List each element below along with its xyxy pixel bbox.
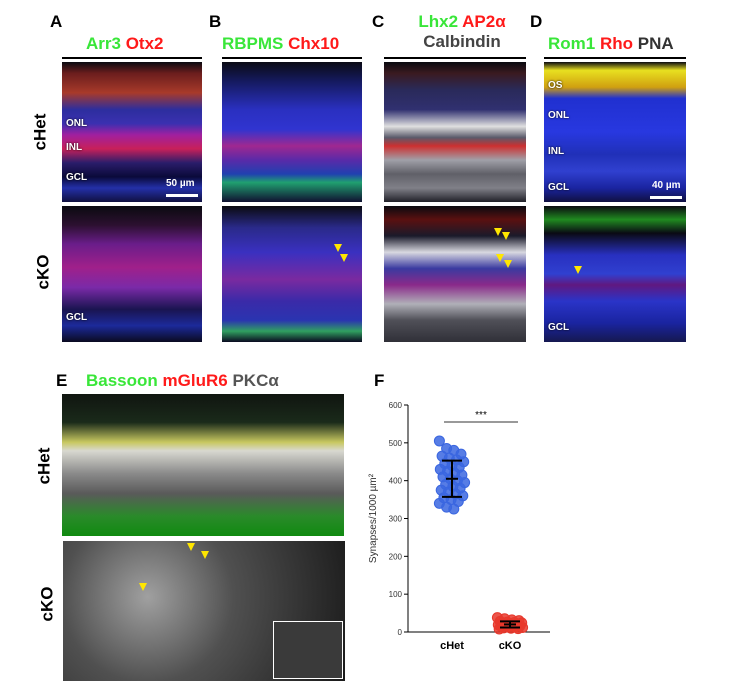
scale-bar-a (166, 194, 198, 197)
micrograph-a-chet: ONL INL GCL 50 µm (62, 62, 202, 202)
synapse-chart: 0 100 200 300 400 500 600 Synapses/1000 µm² cHet… (368, 401, 550, 652)
micrograph-c-cko (384, 206, 526, 342)
panel-a-title: Arr3 Otx2 (86, 34, 164, 54)
marker-otx2: Otx2 (125, 34, 164, 53)
marker-ap2a: AP2α (462, 12, 506, 31)
arrowhead-d-1 (574, 266, 582, 274)
arrowhead-b-2 (340, 254, 348, 262)
row-label-chet: cHet (30, 113, 50, 151)
panel-letter-a: A (50, 12, 63, 31)
panel-letter-b: B (209, 12, 222, 31)
marker-rbpms: RBPMS (222, 34, 284, 53)
data-point-cKO (493, 623, 505, 635)
render-e-cko (62, 540, 346, 682)
marker-mglur6: mGluR6 (162, 371, 228, 390)
row-label-cko: cKO (33, 254, 53, 290)
panel-c-title: Lhx2 AP2α Calbindin (392, 12, 532, 52)
marker-chx10: Chx10 (288, 34, 340, 53)
arrowhead-e-3 (139, 583, 147, 591)
x-tick-label: cHet (440, 640, 464, 652)
marker-calbindin: Calbindin (423, 32, 501, 51)
micrograph-d-chet: OS ONL INL GCL 40 µm (544, 62, 686, 202)
y-tick-label: 100 (389, 590, 403, 599)
row-label-chet-e: cHet (34, 447, 54, 485)
panel-a-rule (62, 57, 202, 59)
data-point-cHet (433, 435, 445, 447)
y-tick-label: 600 (389, 401, 403, 410)
layer-label-gcl-d: GCL (548, 182, 570, 193)
marker-pkca: PKCα (232, 371, 279, 390)
micrograph-c-chet (384, 62, 526, 202)
panel-b-rule (222, 57, 362, 59)
layer-label-inl-d: INL (548, 146, 565, 157)
data-point-cHet (448, 503, 460, 515)
significance-label: *** (475, 410, 487, 421)
panel-d-title: Rom1 Rho PNA (548, 34, 674, 54)
layer-label-gcl-d-ko: GCL (548, 322, 570, 333)
arrowhead-c-4 (504, 260, 512, 268)
panel-d-rule (544, 57, 686, 59)
layer-label-inl-a: INL (66, 142, 83, 153)
y-tick-label: 500 (389, 439, 403, 448)
arrowhead-c-3 (496, 254, 504, 262)
micrograph-a-cko: GCL (62, 206, 202, 342)
micrograph-b-chet (222, 62, 362, 202)
panel-e-title: Bassoon mGluR6 PKCα (86, 371, 279, 391)
micrograph-d-cko: GCL (544, 206, 686, 342)
layer-label-gcl-a-ko: GCL (66, 312, 88, 323)
row-label-cko-e: cKO (37, 586, 57, 622)
y-tick-label: 0 (398, 628, 403, 637)
arrowhead-e-1 (187, 543, 195, 551)
y-axis-label: Synapses/1000 µm² (368, 473, 379, 563)
panel-c-rule (384, 57, 526, 59)
x-tick-label: cKO (499, 640, 522, 652)
scale-label-a: 50 µm (166, 178, 195, 189)
arrowhead-c-1 (494, 228, 502, 236)
data-point-cKO (512, 623, 524, 635)
micrograph-b-cko (222, 206, 362, 342)
scale-bar-d (650, 196, 682, 199)
marker-rom1: Rom1 (548, 34, 596, 53)
layer-label-os-d: OS (548, 80, 563, 91)
arrowhead-c-2 (502, 232, 510, 240)
y-tick-label: 400 (389, 477, 403, 486)
y-tick-label: 200 (389, 552, 403, 561)
marker-arr3: Arr3 (86, 34, 121, 53)
arrowhead-e-2 (201, 551, 209, 559)
layer-label-onl-d: ONL (548, 110, 570, 121)
panel-letter-e: E (56, 371, 68, 390)
render-e-chet (62, 394, 344, 536)
panel-letter-c: C (372, 12, 385, 31)
layer-label-gcl-a: GCL (66, 172, 88, 183)
marker-bassoon: Bassoon (86, 371, 158, 390)
arrowhead-b-1 (334, 244, 342, 252)
marker-rho: Rho (599, 34, 634, 53)
panel-letter-f: F (374, 371, 385, 390)
panel-b-title: RBPMS Chx10 (222, 34, 339, 54)
marker-lhx2: Lhx2 (418, 12, 459, 31)
panel-letter-d: D (530, 12, 543, 31)
scale-label-d: 40 µm (652, 180, 681, 191)
layer-label-onl-a: ONL (66, 118, 88, 129)
y-tick-label: 300 (389, 515, 403, 524)
inset-e (273, 621, 343, 679)
marker-pna: PNA (637, 34, 674, 53)
